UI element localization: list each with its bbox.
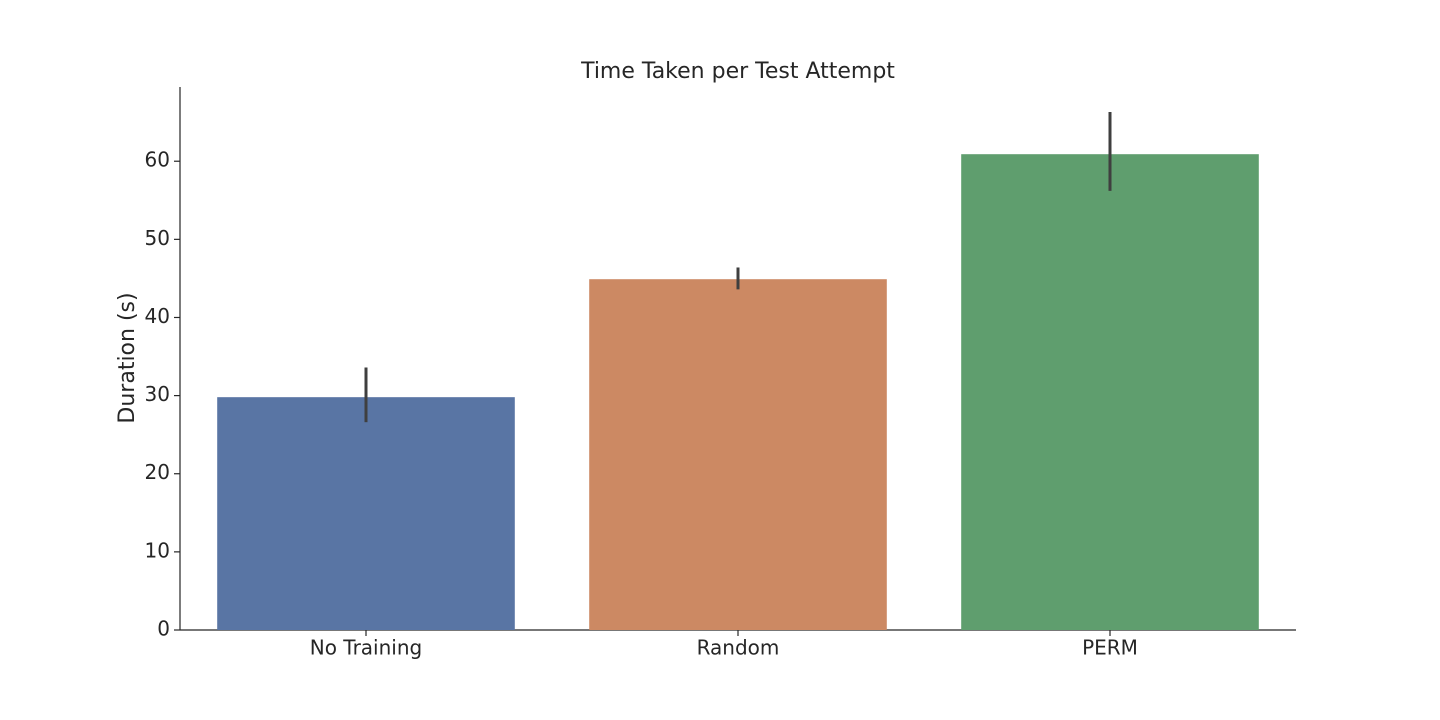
y-tick-label: 30: [145, 382, 170, 406]
bar: [589, 279, 887, 630]
y-axis-label: Duration (s): [115, 292, 140, 423]
bar: [217, 397, 515, 630]
y-tick-label: 50: [145, 226, 170, 250]
x-tick-label: Random: [697, 636, 780, 660]
bar: [961, 154, 1259, 631]
y-tick-label: 60: [145, 148, 170, 172]
chart-title: Time Taken per Test Attempt: [580, 59, 895, 84]
y-tick-label: 10: [145, 538, 170, 562]
x-tick-label: PERM: [1082, 636, 1138, 660]
x-tick-label: No Training: [310, 636, 422, 660]
y-tick-label: 40: [145, 304, 170, 328]
y-tick-label: 0: [157, 617, 170, 641]
y-tick-label: 20: [145, 460, 170, 484]
